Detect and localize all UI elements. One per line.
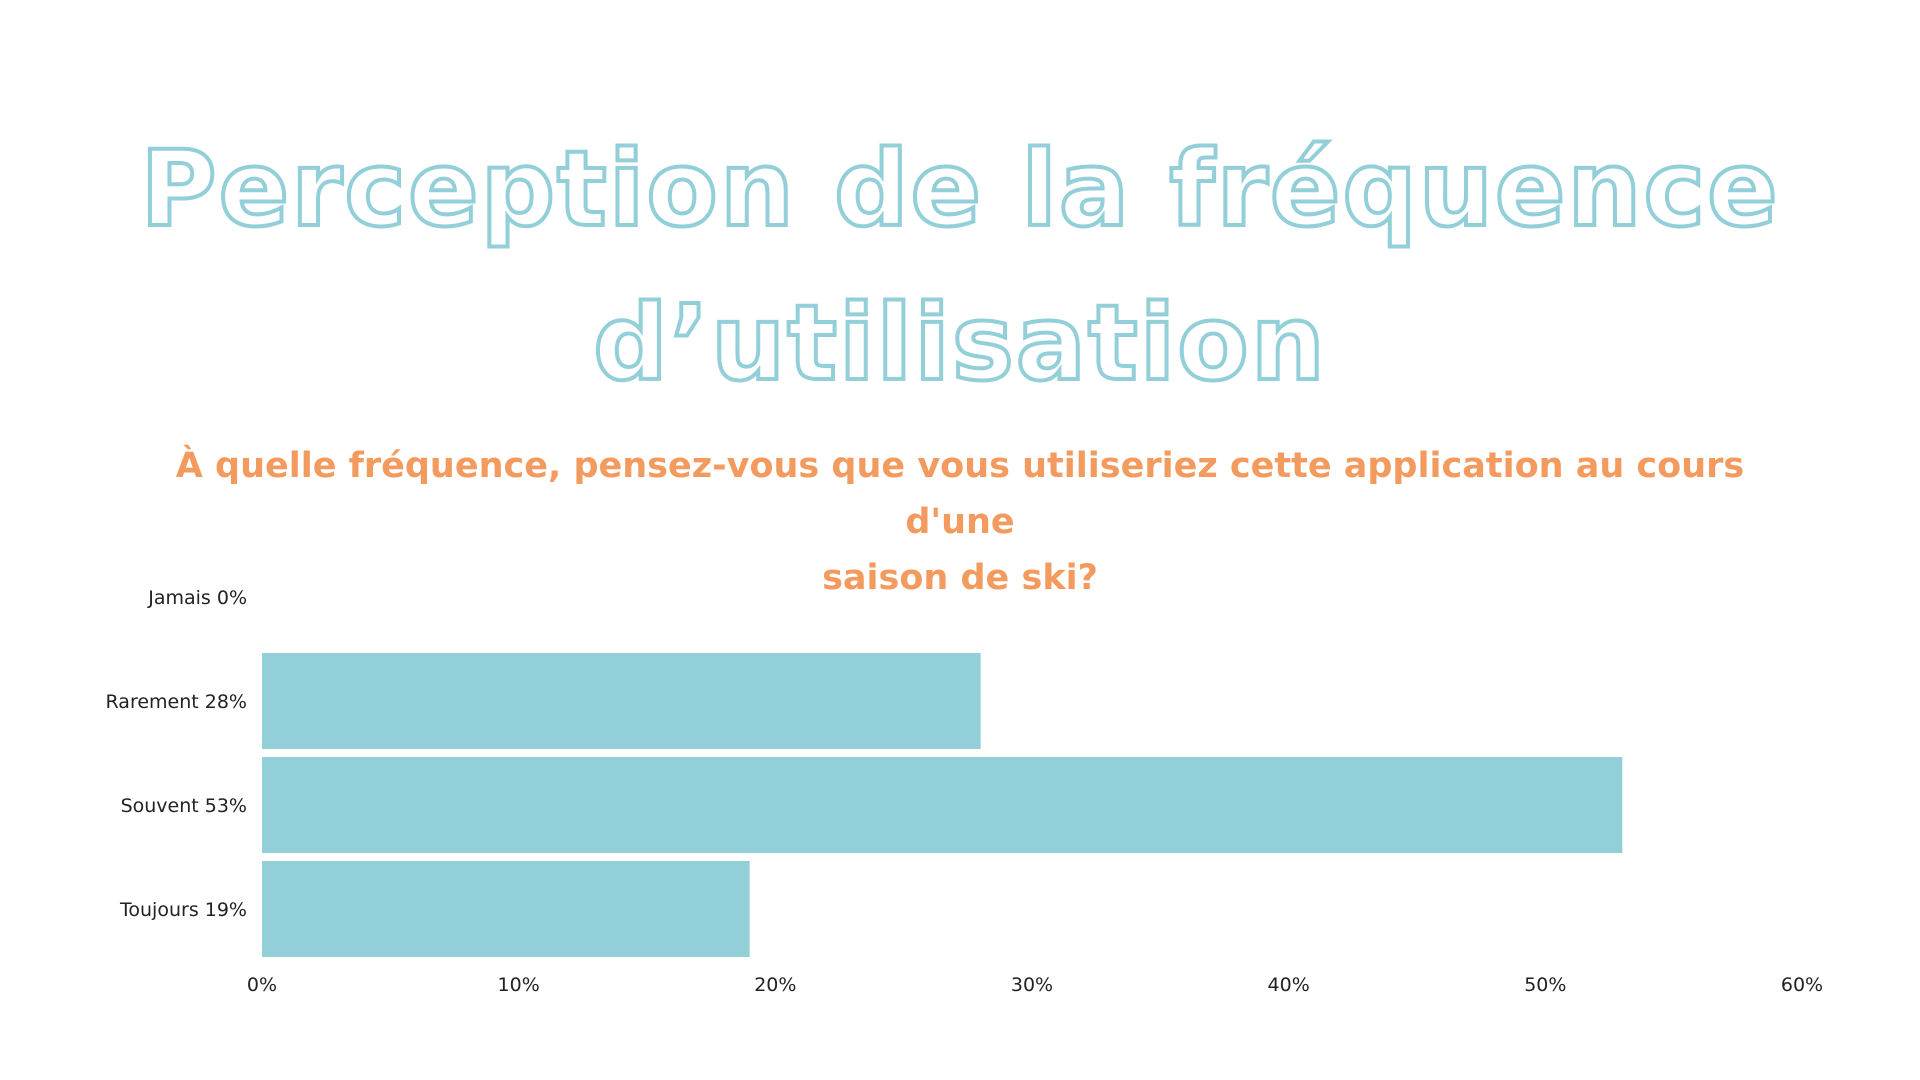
category-label-1: Rarement 28% bbox=[106, 691, 247, 713]
category-label-2: Souvent 53% bbox=[121, 795, 247, 817]
survey-question-line-2: saison de ski? bbox=[822, 558, 1098, 598]
x-tick-label-1: 10% bbox=[498, 974, 540, 996]
bars-group bbox=[262, 653, 1623, 957]
x-axis-tick-labels: 0% 10% 20% 30% 40% 50% 60% bbox=[247, 974, 1823, 996]
x-tick-label-0: 0% bbox=[247, 974, 277, 996]
x-tick-label-2: 20% bbox=[754, 974, 796, 996]
x-tick-label-3: 30% bbox=[1011, 974, 1053, 996]
x-tick-label-6: 60% bbox=[1781, 974, 1823, 996]
bar-2 bbox=[262, 757, 1623, 853]
chart-title: Perception de la fréquence d’utilisation bbox=[0, 112, 1920, 420]
survey-question: À quelle fréquence, pensez-vous que vous… bbox=[150, 438, 1770, 606]
survey-question-line-1: À quelle fréquence, pensez-vous que vous… bbox=[175, 446, 1745, 542]
bar-3 bbox=[262, 861, 750, 957]
category-label-0: Jamais 0% bbox=[147, 587, 247, 609]
x-tick-label-5: 50% bbox=[1524, 974, 1566, 996]
chart-title-line-2: d’utilisation bbox=[591, 280, 1327, 406]
chart-title-line-1: Perception de la fréquence bbox=[138, 126, 1780, 252]
bar-1 bbox=[262, 653, 981, 749]
x-tick-label-4: 40% bbox=[1268, 974, 1310, 996]
category-label-3: Toujours 19% bbox=[119, 899, 247, 921]
category-labels: Jamais 0% Rarement 28% Souvent 53% Toujours… bbox=[106, 587, 247, 921]
